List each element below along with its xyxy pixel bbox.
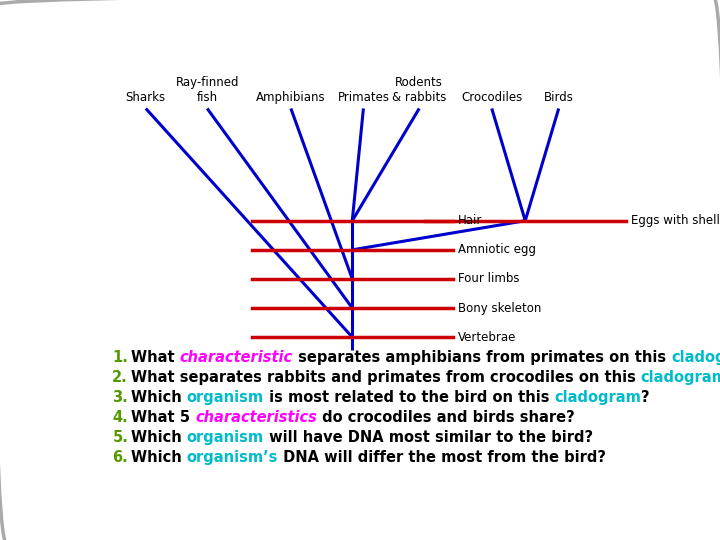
Text: cladogram: cladogram: [554, 390, 642, 406]
Text: organism: organism: [187, 430, 264, 445]
Text: Rodents
& rabbits: Rodents & rabbits: [392, 76, 446, 104]
Text: Amphibians: Amphibians: [256, 91, 325, 104]
Text: separates amphibians from primates on this: separates amphibians from primates on th…: [293, 350, 671, 366]
Text: organism: organism: [186, 390, 264, 406]
Text: What separates rabbits and primates from crocodiles on this: What separates rabbits and primates from…: [131, 370, 641, 386]
Text: Hair: Hair: [458, 214, 482, 227]
Text: 1.: 1.: [112, 350, 128, 366]
Text: 5.: 5.: [112, 430, 128, 445]
Text: Which: Which: [131, 430, 187, 445]
Text: What 5: What 5: [131, 410, 195, 426]
Text: Which: Which: [131, 450, 186, 465]
Text: is most related to the bird on this: is most related to the bird on this: [264, 390, 554, 406]
Text: Bony skeleton: Bony skeleton: [458, 301, 541, 314]
Text: will have DNA most similar to the bird?: will have DNA most similar to the bird?: [264, 430, 593, 445]
Text: Vertebrae: Vertebrae: [458, 330, 517, 343]
Text: Four limbs: Four limbs: [458, 273, 520, 286]
Text: cladogram: cladogram: [671, 350, 720, 366]
Text: Primates: Primates: [338, 91, 390, 104]
Text: Eggs with shells: Eggs with shells: [631, 214, 720, 227]
Text: 6.: 6.: [112, 450, 128, 465]
Text: 2.: 2.: [112, 370, 128, 386]
Text: do crocodiles and birds share?: do crocodiles and birds share?: [317, 410, 575, 426]
Text: 3.: 3.: [112, 390, 128, 406]
Text: ?: ?: [642, 390, 650, 406]
Text: characteristic: characteristic: [180, 350, 293, 366]
Text: Amniotic egg: Amniotic egg: [458, 244, 536, 256]
Text: DNA will differ the most from the bird?: DNA will differ the most from the bird?: [278, 450, 606, 465]
Text: organism’s: organism’s: [186, 450, 278, 465]
Text: Ray-finned
fish: Ray-finned fish: [176, 76, 239, 104]
Text: Which: Which: [131, 390, 186, 406]
Text: characteristics: characteristics: [195, 410, 317, 426]
Text: Crocodiles: Crocodiles: [461, 91, 523, 104]
Text: Birds: Birds: [544, 91, 574, 104]
Text: cladogram: cladogram: [641, 370, 720, 386]
Text: 4.: 4.: [112, 410, 128, 426]
Text: What: What: [131, 350, 180, 366]
Text: Sharks: Sharks: [126, 91, 166, 104]
